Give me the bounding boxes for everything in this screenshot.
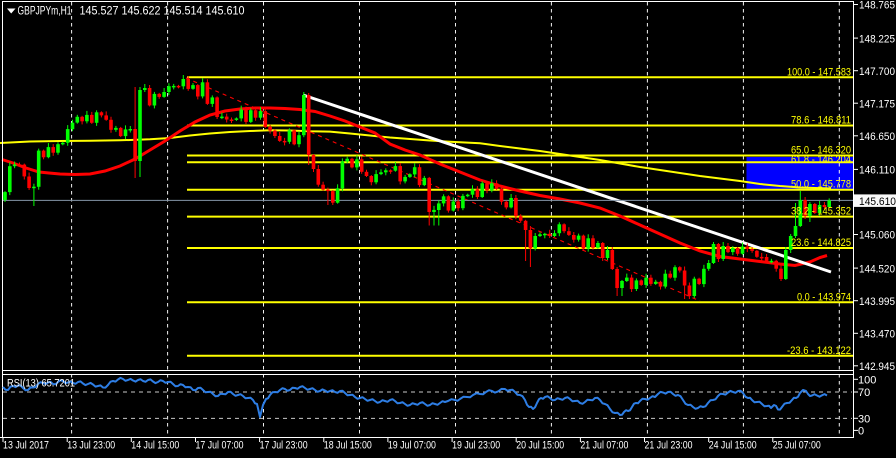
svg-text:21 Jul 07:00: 21 Jul 07:00 [580,440,628,452]
svg-text:14 Jul 15:00: 14 Jul 15:00 [131,440,179,452]
svg-text:17 Jul 07:00: 17 Jul 07:00 [196,440,244,452]
svg-text:78.6 - 146.811: 78.6 - 146.811 [791,115,851,127]
svg-text:38.2 - 145.352: 38.2 - 145.352 [791,206,851,218]
svg-text:0: 0 [858,426,864,438]
svg-text:0.0 - 143.974: 0.0 - 143.974 [797,291,851,303]
svg-text:145.060: 145.060 [859,230,895,242]
svg-text:17 Jul 23:00: 17 Jul 23:00 [260,440,308,452]
svg-text:RSI(13) 65.7201: RSI(13) 65.7201 [7,378,75,390]
svg-text:23.6 - 144.825: 23.6 - 144.825 [791,237,851,249]
svg-text:13 Jul 23:00: 13 Jul 23:00 [67,440,115,452]
svg-text:143.995: 143.995 [859,296,895,308]
svg-text:21 Jul 23:00: 21 Jul 23:00 [645,440,693,452]
svg-text:142.945: 142.945 [859,361,895,373]
svg-text:20 Jul 15:00: 20 Jul 15:00 [516,440,564,452]
svg-text:143.470: 143.470 [859,329,895,341]
svg-text:65.0 - 146.320: 65.0 - 146.320 [791,145,851,157]
svg-text:18 Jul 15:00: 18 Jul 15:00 [324,440,372,452]
svg-text:146.650: 146.650 [859,131,895,143]
svg-text:30: 30 [858,414,870,426]
svg-text:24 Jul 15:00: 24 Jul 15:00 [709,440,757,452]
svg-text:144.520: 144.520 [859,263,895,275]
svg-text:100.0 - 147.583: 100.0 - 147.583 [787,66,851,78]
svg-text:50.0 - 145.778: 50.0 - 145.778 [791,179,851,191]
svg-text:147.175: 147.175 [859,98,895,110]
svg-text:148.765: 148.765 [859,0,895,12]
svg-text:61.8 - 146.204: 61.8 - 146.204 [791,154,851,166]
svg-text:19 Jul 23:00: 19 Jul 23:00 [452,440,500,452]
svg-text:25 Jul 07:00: 25 Jul 07:00 [773,440,821,452]
svg-text:13 Jul 2017: 13 Jul 2017 [3,440,49,452]
svg-text:145.610: 145.610 [859,196,896,208]
svg-text:147.700: 147.700 [859,66,895,78]
svg-text:GBPJPYm,H1: GBPJPYm,H1 [18,6,72,18]
svg-text:145.527 145.622 145.514 145.61: 145.527 145.622 145.514 145.610 [80,6,245,18]
svg-text:148.225: 148.225 [859,33,895,45]
svg-text:100: 100 [858,375,876,387]
svg-text:19 Jul 07:00: 19 Jul 07:00 [388,440,436,452]
svg-text:146.110: 146.110 [859,165,895,177]
svg-text:-23.6 - 143.122: -23.6 - 143.122 [787,345,851,357]
svg-text:70: 70 [858,387,870,399]
